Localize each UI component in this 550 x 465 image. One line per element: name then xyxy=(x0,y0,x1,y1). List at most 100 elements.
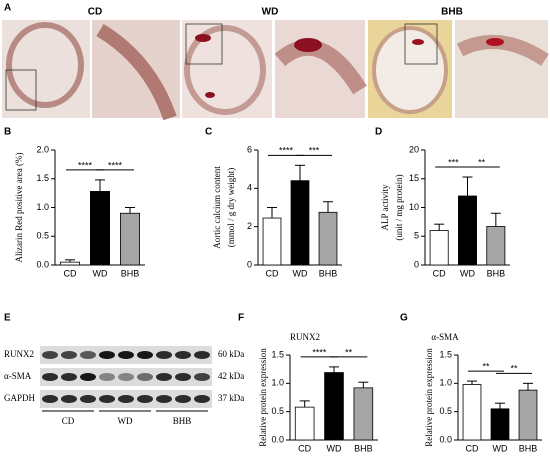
bar xyxy=(318,211,338,266)
calcification xyxy=(205,92,215,98)
y-tick-label: 1.0 xyxy=(439,378,452,388)
size-label: 42 kDa xyxy=(218,371,244,381)
blot-band xyxy=(156,351,172,359)
group-label: CD xyxy=(88,7,102,18)
panel-letter: B xyxy=(4,127,11,138)
blot-band xyxy=(61,373,77,381)
x-tick-label: BHB xyxy=(319,268,338,278)
bar xyxy=(490,408,510,441)
blot-band xyxy=(118,395,134,403)
y-axis-label: (unit / mg protein) xyxy=(394,174,404,240)
significance-label: **** xyxy=(78,160,93,170)
y-tick-label: 2 xyxy=(247,221,252,231)
y-tick-label: 0.5 xyxy=(271,406,284,416)
y-tick-label: 1.0 xyxy=(36,202,49,212)
y-tick-label: 0.0 xyxy=(439,434,452,444)
significance-label: **** xyxy=(312,347,327,357)
blot-band xyxy=(42,351,58,359)
bar xyxy=(294,406,315,441)
y-tick-label: 0.5 xyxy=(36,231,49,241)
y-axis-label: Aortic calcium content xyxy=(212,166,222,249)
y-tick-label: 2.0 xyxy=(36,144,49,154)
y-tick-label: 0 xyxy=(247,259,252,269)
tissue xyxy=(372,26,448,114)
protein-label: α-SMA xyxy=(4,371,32,381)
chart-title: RUNX2 xyxy=(290,332,320,342)
y-tick-label: 1.5 xyxy=(271,349,284,359)
x-tick-label: CD xyxy=(266,268,279,278)
y-tick-label: 6 xyxy=(247,144,252,154)
y-tick-label: 0.0 xyxy=(271,434,284,444)
size-label: 60 kDa xyxy=(218,349,244,359)
size-label: 37 kDa xyxy=(218,393,244,403)
y-axis-label: Alizarin Red positive area (%) xyxy=(14,153,24,263)
blot-band xyxy=(156,373,172,381)
bar xyxy=(353,387,374,441)
y-tick-label: 1.5 xyxy=(36,173,49,183)
blot-band xyxy=(194,395,210,403)
x-tick-label: CD xyxy=(64,268,77,278)
chart-title: α-SMA xyxy=(431,332,459,342)
blot-band xyxy=(99,373,115,381)
blot-band xyxy=(99,395,115,403)
zoom-box xyxy=(5,69,37,111)
y-tick-label: 0.5 xyxy=(439,406,452,416)
x-tick-label: CD xyxy=(298,443,311,453)
panel-letter: F xyxy=(238,313,244,324)
blot-band xyxy=(118,373,134,381)
x-tick-label: WD xyxy=(327,443,342,453)
group-label: BHB xyxy=(441,7,463,18)
zoom-box xyxy=(185,23,223,65)
image xyxy=(455,20,548,118)
x-tick-label: WD xyxy=(460,268,475,278)
x-tick-label: WD xyxy=(93,268,108,278)
bar xyxy=(429,230,449,266)
significance-label: ** xyxy=(345,347,353,357)
blot-band xyxy=(156,395,172,403)
blot-band xyxy=(137,351,153,359)
y-axis-label: ALP activity xyxy=(380,184,390,230)
blot-band xyxy=(42,373,58,381)
blot-strip xyxy=(40,368,212,386)
blot-band xyxy=(194,351,210,359)
blot-band xyxy=(80,351,96,359)
y-tick-label: 20 xyxy=(409,144,419,154)
x-tick-label: BHB xyxy=(519,443,538,453)
y-tick-label: 15 xyxy=(409,173,419,183)
blot-band xyxy=(194,373,210,381)
significance-label: ** xyxy=(510,364,518,374)
significance-label: **** xyxy=(279,146,294,156)
group-label: WD xyxy=(262,7,279,18)
blot-band xyxy=(61,395,77,403)
y-tick-label: 1.0 xyxy=(271,378,284,388)
tissue xyxy=(6,22,84,108)
panel-letter: E xyxy=(4,313,11,324)
blot-band xyxy=(80,395,96,403)
panel-letter: D xyxy=(375,127,382,138)
y-tick-label: 10 xyxy=(409,202,419,212)
y-tick-label: 0 xyxy=(414,259,419,269)
panel-letter: C xyxy=(205,127,212,138)
y-tick-label: 4 xyxy=(247,183,252,193)
tissue xyxy=(96,23,177,121)
blot-band xyxy=(118,351,134,359)
x-tick-label: WD xyxy=(493,443,508,453)
y-tick-label: 0.0 xyxy=(36,259,49,269)
blot-band xyxy=(137,373,153,381)
group-label: WD xyxy=(118,416,133,426)
y-axis-label: Relative protein expression xyxy=(258,348,268,447)
calcification xyxy=(412,39,424,45)
group-label: CD xyxy=(62,416,75,426)
blot-band xyxy=(99,351,115,359)
panel-letter: A xyxy=(4,3,11,14)
y-tick-label: 5 xyxy=(414,231,419,241)
significance-label: ** xyxy=(482,361,490,371)
bar xyxy=(90,190,111,266)
x-tick-label: WD xyxy=(293,268,308,278)
x-tick-label: BHB xyxy=(487,268,506,278)
protein-label: RUNX2 xyxy=(4,349,34,359)
significance-label: *** xyxy=(448,157,459,167)
blot-band xyxy=(175,351,191,359)
zoom-box xyxy=(404,23,438,65)
